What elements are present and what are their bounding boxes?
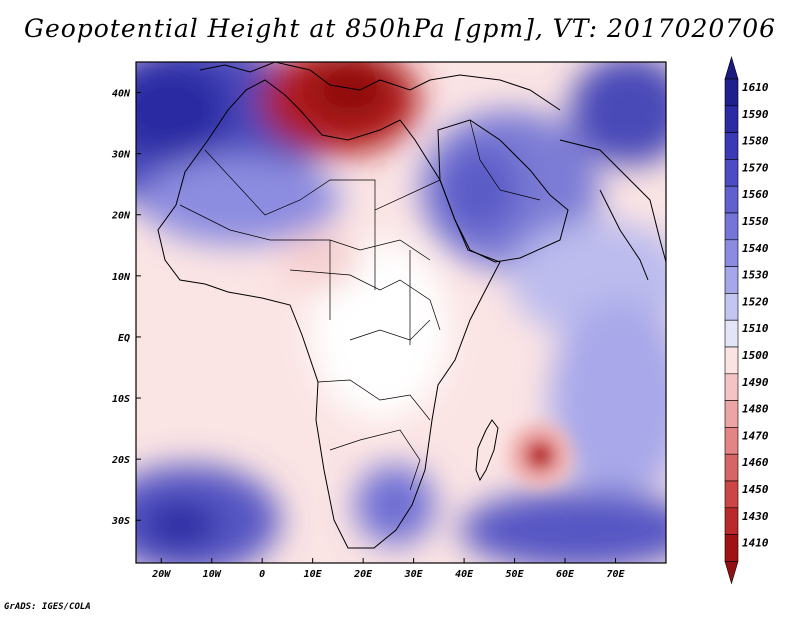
lat-tick-label: 20S — [111, 455, 130, 466]
lat-tick-label: 40N — [112, 89, 131, 100]
colorbar-label: 1520 — [742, 295, 769, 308]
colorbar-swatch — [724, 373, 739, 401]
colorbar-label: 1590 — [742, 108, 769, 121]
colorbar-swatch — [724, 159, 739, 187]
colorbar-label: 1500 — [742, 349, 769, 362]
colorbar-label: 1410 — [742, 537, 769, 550]
colorbar-swatch — [724, 534, 739, 562]
lon-tick-label: 40E — [455, 569, 474, 580]
lon-tick-label: 60E — [556, 569, 575, 580]
lat-tick-label: 30S — [111, 516, 130, 527]
europe-coastline — [199, 62, 561, 111]
colorbar-swatch — [724, 453, 739, 482]
coastlines — [157, 62, 666, 549]
colorbar-label: 1490 — [742, 376, 769, 389]
colorbar-label: 1530 — [742, 269, 769, 282]
colorbar-label: 1560 — [742, 188, 769, 201]
colorbar-label: 1540 — [742, 242, 769, 255]
colorbar-swatch — [724, 132, 739, 160]
colorbar-swatch — [724, 78, 739, 107]
colorbar-label: 1430 — [742, 510, 769, 523]
colorbar-label: 1570 — [742, 161, 769, 174]
colorbar-label: 1480 — [742, 403, 769, 416]
colorbar-swatch — [724, 105, 739, 133]
colorbar-swatch — [724, 239, 739, 267]
colorbar-swatch — [724, 427, 739, 455]
lat-tick-label: EQ — [118, 333, 130, 344]
colorbar-swatch — [724, 212, 739, 241]
colorbar-label: 1470 — [742, 429, 769, 442]
grads-credit: GrADS: IGES/COLA — [4, 602, 91, 612]
lon-tick-label: 0 — [259, 569, 265, 580]
plot-frame — [135, 61, 667, 564]
colorbar-swatch — [724, 266, 739, 294]
lon-tick-label: 30E — [404, 569, 424, 580]
arabia-coastline — [437, 119, 569, 263]
colorbar-swatch — [724, 185, 739, 214]
lon-tick-label: 10E — [304, 569, 323, 580]
colorbar-swatch — [724, 400, 739, 428]
colorbar-label: 1460 — [742, 456, 769, 469]
lon-tick-label: 50E — [506, 569, 525, 580]
lat-tick-label: 20N — [111, 211, 131, 222]
lat-tick-label: 10S — [112, 394, 130, 405]
colorbar-label: 1580 — [742, 135, 769, 148]
lat-tick-label: 10N — [112, 272, 131, 283]
asia-coastline — [559, 139, 666, 281]
colorbar-top-cap — [724, 55, 739, 80]
africa-coastline — [157, 79, 501, 549]
colorbar-swatch — [724, 346, 739, 375]
height-field-shading — [136, 62, 666, 563]
colorbar-swatch — [724, 480, 739, 509]
madagascar-coastline — [475, 419, 499, 482]
country-borders — [179, 119, 541, 491]
lon-tick-label: 70E — [606, 569, 625, 580]
colorbar-label: 1550 — [742, 215, 769, 228]
colorbar-swatch — [724, 507, 739, 535]
colorbar-label: 1510 — [742, 322, 769, 335]
colorbar-swatch — [724, 319, 739, 348]
colorbar-bottom-cap — [724, 561, 739, 585]
lon-tick-label: 20E — [353, 569, 373, 580]
colorbar-label: 1610 — [742, 81, 769, 94]
lon-tick-label: 10W — [203, 569, 222, 580]
colorbar-legend: 1610 1590 1580 1570 1560 1550 1540 1530 1520 1510… — [724, 55, 769, 585]
colorbar-swatch — [724, 293, 739, 321]
colorbar-label: 1450 — [742, 483, 769, 496]
latitude-axis: 40N 30N 20N 10N EQ 10S 20S 30S — [111, 89, 141, 527]
longitude-axis: 20W 10W 0 10E 20E 30E 40E 50E 60E 70E — [151, 558, 626, 580]
plot-title: Geopotential Height at 850hPa [gpm], VT:… — [23, 14, 777, 43]
lon-tick-label: 20W — [151, 569, 171, 580]
lat-tick-label: 30N — [111, 150, 131, 161]
